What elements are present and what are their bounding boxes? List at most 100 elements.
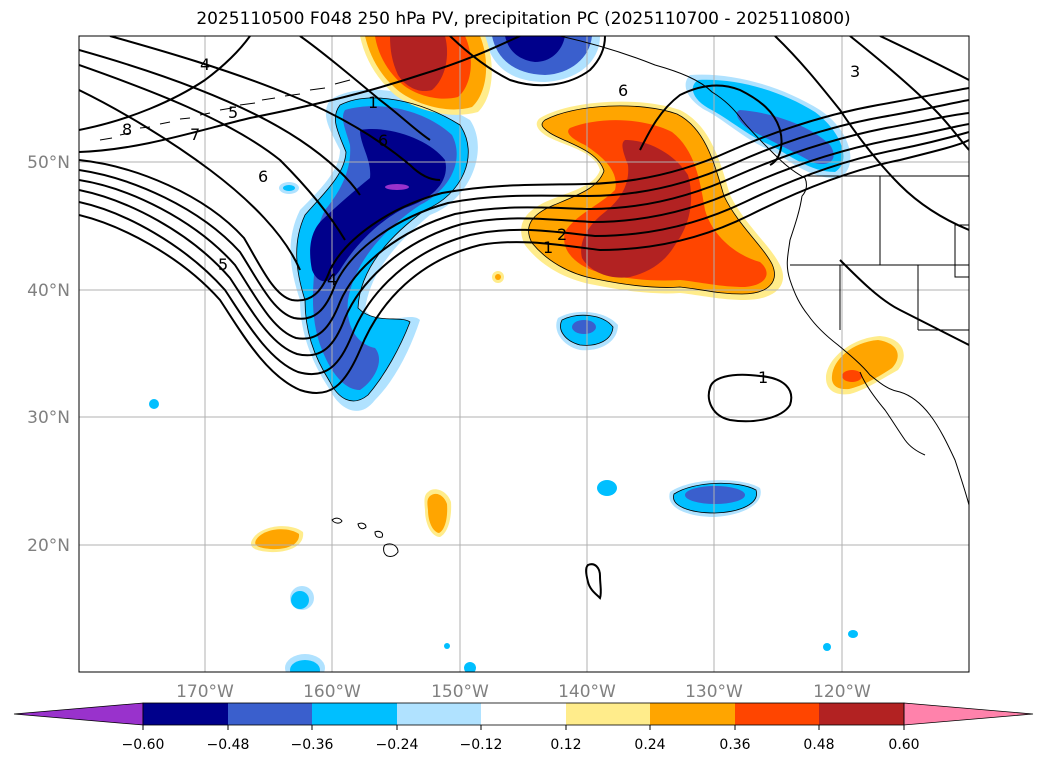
colorbar-segment	[819, 703, 904, 725]
pv-contour-12	[79, 49, 361, 196]
contour-label: 4	[327, 270, 337, 289]
neg-anomaly-small-11	[823, 643, 831, 651]
outline-west	[296, 97, 469, 402]
pos-anomaly-baja-red	[842, 370, 862, 382]
colorbar-extend-min	[13, 702, 144, 726]
pos-anomaly-small-2	[495, 274, 501, 280]
colorbar-tick-label: −0.48	[207, 737, 250, 753]
contour-label: 1	[758, 368, 768, 387]
pv-contour-8	[79, 36, 251, 131]
colorbar-tick-label: 0.36	[719, 737, 750, 753]
colorbar-tick-label: −0.12	[460, 737, 503, 753]
colorbar-tick-label: −0.60	[122, 737, 165, 753]
neg-anomaly-small-1	[597, 480, 617, 496]
pv-contour-2	[79, 131, 969, 376]
contour-label: 6	[258, 167, 268, 186]
pos-anomaly-island-orange	[427, 493, 448, 533]
outline-central	[560, 314, 614, 346]
contour-label-group: 1 2 3 4 5 6 7 8 1 4 5 6 1 6	[122, 55, 860, 387]
figure-title: 2025110500 F048 250 hPa PV, precipitatio…	[196, 9, 851, 29]
contour-label: 5	[218, 255, 228, 274]
pv-contour-6	[79, 87, 969, 302]
pv-contour-14	[449, 36, 606, 87]
lat-label-30n: 30°N	[27, 408, 70, 428]
neg-anomaly-purple-core	[385, 184, 409, 190]
colorbar-segment	[312, 703, 397, 725]
neg-anomaly-small-9	[464, 662, 476, 672]
colorbar-ticks	[142, 725, 905, 730]
contour-label: 2	[557, 225, 567, 244]
contour-label: 8	[122, 120, 132, 139]
pv-contour-18	[879, 36, 969, 81]
contour-label: 1	[543, 238, 553, 257]
colorbar-tick-label: −0.36	[291, 737, 334, 753]
contour-label: 7	[190, 125, 200, 144]
pv-contour-19	[839, 259, 969, 346]
pv-contours	[79, 36, 969, 600]
lat-label-40n: 40°N	[27, 281, 70, 301]
colorbar-tick-label: 0.48	[803, 737, 834, 753]
pv-contour-11	[79, 64, 346, 241]
lon-label-170w: 170°W	[176, 682, 234, 702]
baja-coast	[859, 371, 926, 456]
pv-contour-4	[79, 112, 969, 340]
pv-contour-1	[79, 139, 969, 395]
neg-anomaly-small-3	[291, 591, 309, 609]
neg-anomaly-small-7	[283, 185, 295, 191]
pv-contour-16	[774, 36, 969, 231]
neg-anomaly-small-10	[444, 643, 450, 649]
contour-label: 6	[378, 131, 388, 150]
contour-label: 6	[618, 81, 628, 100]
contour-label: 5	[228, 103, 238, 122]
pos-anomaly-hawaii-orange	[255, 529, 300, 550]
colorbar-tick-label: −0.24	[376, 737, 419, 753]
colorbar-tick-label: 0.12	[550, 737, 581, 753]
pv-contour-5	[79, 99, 969, 320]
pv-contour-low-1	[707, 373, 793, 423]
neg-anomaly-small-12	[848, 630, 858, 638]
longitude-axis: 170°W 160°W 150°W 140°W 130°W 120°W	[176, 682, 871, 702]
outline-south	[673, 482, 757, 514]
pv-contour-13	[299, 36, 431, 141]
colorbar-tick-label: 0.60	[888, 737, 919, 753]
us-state-borders	[790, 175, 969, 331]
pv-contour-low-2	[585, 563, 602, 600]
colorbar-tick-label: 0.24	[634, 737, 665, 753]
colorbar-frame	[142, 702, 905, 726]
colorbar-segment	[481, 703, 566, 725]
pv-contour-3	[79, 123, 969, 357]
map-frame	[78, 35, 970, 673]
graticule	[79, 36, 969, 672]
lon-label-130w: 130°W	[685, 682, 743, 702]
colorbar: −0.60 −0.48 −0.36 −0.24 −0.12 0.12 0.24 …	[13, 702, 1034, 753]
colorbar-segment	[397, 703, 481, 725]
neg-anomaly-central-blue	[572, 320, 596, 334]
map-panel: 1 2 3 4 5 6 7 8 1 4 5 6 1 6	[79, 36, 969, 672]
outline-east	[528, 105, 775, 295]
neg-anomaly-small-8	[149, 399, 159, 409]
alaska-coast	[559, 36, 807, 197]
contour-label: 4	[200, 55, 210, 74]
colorbar-extend-max	[903, 702, 1034, 726]
colorbar-segment	[650, 703, 735, 725]
west-coast-na	[786, 195, 969, 506]
neg-anomaly-alaska-blue	[736, 110, 834, 165]
colorbar-segment	[735, 703, 819, 725]
lon-label-140w: 140°W	[558, 682, 616, 702]
coastlines	[99, 36, 969, 557]
colorbar-segment	[228, 703, 312, 725]
contour-label: 3	[850, 62, 860, 81]
pv-contour-15	[639, 84, 783, 166]
colorbar-segment	[566, 703, 650, 725]
lat-label-20n: 20°N	[27, 536, 70, 556]
colorbar-segment	[143, 703, 228, 725]
precip-outlines	[296, 97, 775, 514]
hawaii-islands	[331, 517, 399, 557]
lon-label-120w: 120°W	[813, 682, 871, 702]
neg-anomaly-south-blue	[685, 486, 745, 504]
pv-contour-17	[849, 36, 969, 151]
pv-contour-9	[109, 36, 441, 181]
pv-contour-10	[79, 89, 301, 271]
neg-anomaly-small-5	[290, 660, 320, 672]
